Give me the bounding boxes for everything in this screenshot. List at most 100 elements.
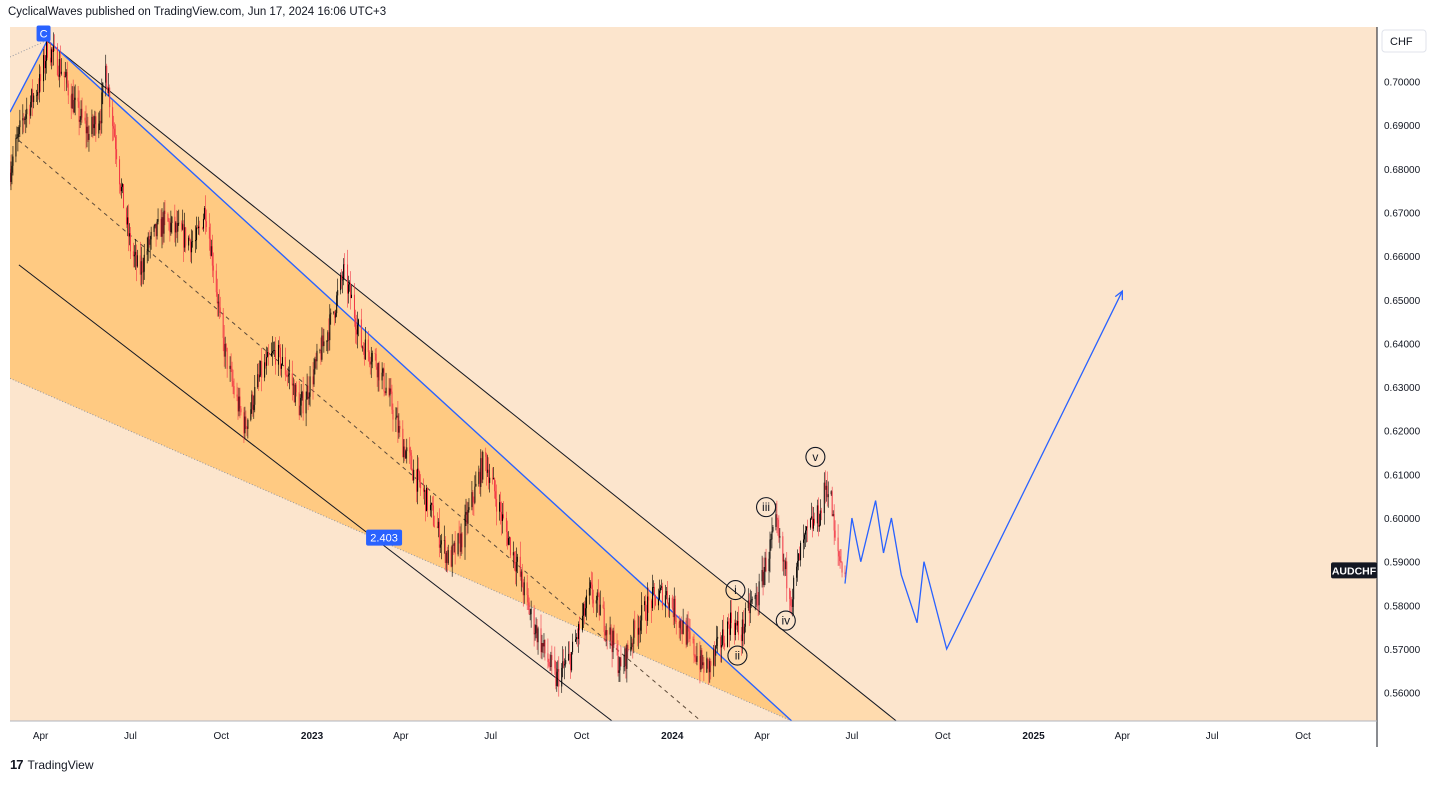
- candle: [613, 624, 615, 649]
- candle: [672, 596, 674, 626]
- candle-body: [810, 516, 812, 519]
- candle-body: [729, 624, 731, 635]
- candle: [18, 125, 20, 142]
- candle: [507, 531, 509, 546]
- candle-body: [392, 409, 394, 420]
- candle-body: [223, 337, 225, 357]
- candle: [376, 363, 378, 387]
- upper-channel-line[interactable]: [40, 35, 897, 721]
- candle-body: [272, 351, 274, 353]
- symbol-badge[interactable]: AUDCHF: [1331, 562, 1377, 579]
- wave-label-C[interactable]: C: [36, 25, 51, 42]
- candle-body: [540, 628, 542, 653]
- candle-body: [12, 156, 14, 166]
- candle: [87, 116, 89, 143]
- candle: [184, 212, 186, 252]
- candle: [81, 97, 83, 123]
- candle-body: [38, 92, 40, 93]
- candle-body: [653, 587, 655, 588]
- wave-circle: [775, 610, 796, 631]
- candle: [64, 62, 66, 78]
- candle: [212, 252, 214, 284]
- candle: [120, 183, 122, 196]
- candle: [639, 616, 641, 644]
- candle: [126, 205, 128, 237]
- candle-body: [183, 224, 185, 248]
- candle-body: [486, 456, 488, 473]
- wave-label-2-403[interactable]: 2.403: [366, 529, 403, 546]
- candle: [779, 528, 781, 549]
- candle: [805, 525, 807, 548]
- candle-body: [188, 237, 190, 246]
- candle: [618, 656, 620, 682]
- candle: [450, 546, 452, 568]
- wave-label-i[interactable]: i: [725, 580, 746, 601]
- candle-body: [59, 59, 61, 74]
- projection-path[interactable]: [844, 290, 1123, 651]
- candle-body: [226, 347, 228, 369]
- candle: [219, 296, 221, 318]
- candle: [98, 112, 100, 139]
- candle: [606, 630, 608, 650]
- candle-body: [624, 648, 626, 667]
- candle: [765, 548, 767, 573]
- candle: [287, 366, 289, 384]
- wave-label-v[interactable]: v: [805, 446, 826, 467]
- candle-body: [465, 511, 467, 515]
- candle: [570, 652, 572, 679]
- candle-body: [764, 557, 766, 572]
- candle-body: [203, 207, 205, 219]
- candle: [196, 216, 198, 250]
- symbol-label: AUDCHF: [1332, 565, 1377, 577]
- candle: [57, 65, 59, 81]
- candle-body: [830, 491, 832, 495]
- candle-body: [722, 629, 724, 646]
- candle: [416, 469, 418, 503]
- candle: [330, 308, 332, 325]
- lower-fan-line[interactable]: [10, 377, 792, 721]
- candle: [471, 480, 473, 511]
- wave-label-iv[interactable]: iv: [775, 610, 796, 631]
- candle-body: [140, 261, 142, 275]
- candle-body: [285, 374, 287, 377]
- candle: [284, 347, 286, 382]
- candle: [356, 311, 358, 349]
- candle: [792, 588, 794, 617]
- candle: [558, 656, 560, 697]
- candle: [189, 234, 191, 242]
- candle-body: [440, 540, 442, 545]
- candle: [423, 478, 425, 500]
- candle-body: [125, 208, 127, 225]
- candle-body: [616, 645, 618, 650]
- candle-body: [348, 284, 350, 294]
- candle: [563, 649, 565, 669]
- x-tick-label: Oct: [935, 731, 951, 742]
- candle-body: [259, 375, 261, 378]
- candle-body: [834, 530, 836, 538]
- candle-body: [542, 643, 544, 647]
- candle-body: [706, 658, 708, 673]
- candle-body: [74, 97, 76, 101]
- candle: [590, 571, 592, 589]
- candle-body: [549, 665, 551, 667]
- candle-body: [49, 57, 51, 63]
- candle-body: [550, 655, 552, 667]
- candle: [640, 615, 642, 643]
- candle-body: [219, 307, 221, 313]
- candle: [77, 86, 79, 108]
- lower-channel-line[interactable]: [18, 264, 613, 721]
- wave-label-iii[interactable]: iii: [755, 497, 777, 518]
- wave-label-ii[interactable]: ii: [727, 645, 748, 666]
- x-tick-label: Oct: [1295, 731, 1311, 742]
- candle-body: [271, 352, 273, 357]
- candle-body: [561, 667, 563, 687]
- candle: [164, 199, 166, 226]
- candle: [141, 257, 143, 285]
- channel-mid-line[interactable]: [18, 140, 702, 721]
- candle-body: [79, 119, 81, 122]
- candle-body: [177, 222, 179, 232]
- currency-badge[interactable]: CHF: [1381, 29, 1427, 53]
- candle: [363, 342, 365, 366]
